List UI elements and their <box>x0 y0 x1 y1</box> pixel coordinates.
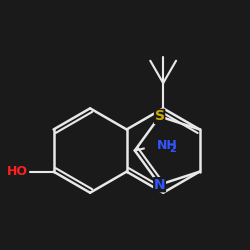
Text: N: N <box>154 178 166 192</box>
Text: HO: HO <box>7 165 28 178</box>
Text: S: S <box>154 110 164 124</box>
Text: NH: NH <box>157 139 178 152</box>
Text: 2: 2 <box>170 144 176 154</box>
